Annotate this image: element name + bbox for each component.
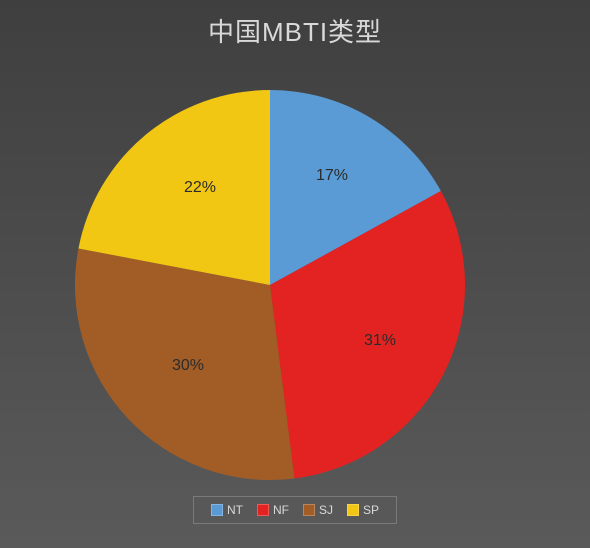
slice-label-sj: 30% bbox=[172, 357, 204, 374]
legend-swatch-nt bbox=[211, 504, 223, 516]
mbti-pie-chart: 中国MBTI类型 17%31%30%22% NTNFSJSP bbox=[0, 0, 590, 548]
slice-label-nt: 17% bbox=[316, 167, 348, 184]
slice-label-nf: 31% bbox=[364, 332, 396, 349]
legend-label-nt: NT bbox=[227, 503, 243, 517]
legend-label-sj: SJ bbox=[319, 503, 333, 517]
legend-label-nf: NF bbox=[273, 503, 289, 517]
legend-item-nf: NF bbox=[257, 501, 289, 519]
legend-item-sp: SP bbox=[347, 501, 379, 519]
legend-box: NT NF SJ SP bbox=[193, 496, 397, 524]
legend: NT NF SJ SP bbox=[0, 496, 590, 524]
pie-plot: 17% 31% 30% 22% bbox=[0, 0, 590, 548]
slice-label-sp: 22% bbox=[184, 179, 216, 196]
legend-swatch-sj bbox=[303, 504, 315, 516]
legend-item-nt: NT bbox=[211, 501, 243, 519]
legend-item-sj: SJ bbox=[303, 501, 333, 519]
legend-swatch-sp bbox=[347, 504, 359, 516]
legend-label-sp: SP bbox=[363, 503, 379, 517]
legend-swatch-nf bbox=[257, 504, 269, 516]
